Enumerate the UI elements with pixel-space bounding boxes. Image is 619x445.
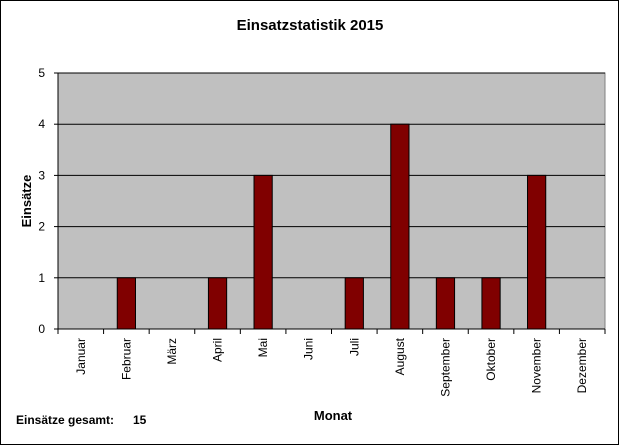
total-value: 15 xyxy=(133,413,147,427)
x-tick-label-januar: Januar xyxy=(74,338,88,375)
plot-area xyxy=(57,72,606,330)
y-tick-label-0: 0 xyxy=(38,322,45,336)
chart-title: Einsatzstatistik 2015 xyxy=(237,17,384,34)
y-ticks: 0 1 2 3 4 5 xyxy=(38,66,58,336)
x-tick-label-august: August xyxy=(393,337,407,375)
x-tick-label-märz: März xyxy=(165,338,179,365)
x-tick-label-februar: Februar xyxy=(119,338,133,380)
y-tick-label-5: 5 xyxy=(38,66,45,80)
bar-august xyxy=(390,123,410,330)
bar-september xyxy=(435,277,456,330)
bar-juli xyxy=(344,277,364,330)
bars xyxy=(116,123,547,330)
y-tick-label-3: 3 xyxy=(38,168,45,182)
x-tick-label-september: September xyxy=(438,338,452,397)
bar-februar xyxy=(116,277,136,330)
bar-mai xyxy=(253,174,273,330)
x-tick-label-oktober: Oktober xyxy=(484,338,498,381)
y-tick-label-4: 4 xyxy=(38,117,45,131)
x-ticks: Januar Februar März April Mai Juni Juli August S… xyxy=(57,329,606,397)
gridlines xyxy=(58,72,605,279)
x-tick-label-november: November xyxy=(530,338,544,393)
y-tick-label-2: 2 xyxy=(38,220,45,234)
total-label: Einsätze gesamt: xyxy=(16,413,115,427)
y-axis-label: Einsätze xyxy=(19,175,34,228)
bar-oktober xyxy=(481,277,501,330)
x-tick-label-juli: Juli xyxy=(347,338,361,356)
x-tick-label-mai: Mai xyxy=(256,338,270,357)
x-axis-label: Monat xyxy=(314,408,353,423)
x-tick-label-april: April xyxy=(211,338,225,362)
x-tick-label-dezember: Dezember xyxy=(575,338,589,393)
x-tick-label-juni: Juni xyxy=(302,338,316,360)
bar-november xyxy=(527,174,547,330)
y-tick-label-1: 1 xyxy=(38,271,45,285)
bar-april xyxy=(207,277,228,330)
